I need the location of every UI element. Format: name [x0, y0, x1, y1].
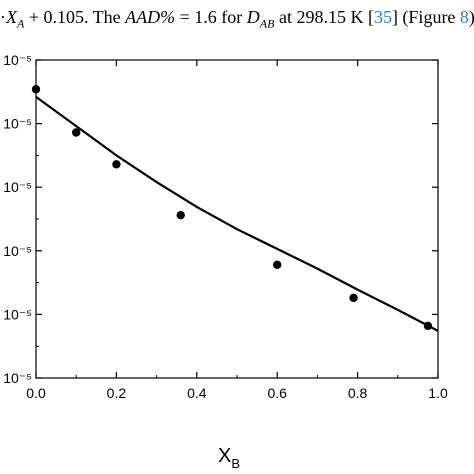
chart-ticks: 0.0 0.2 0.4 0.6 0.8 1.0 10⁻⁵ 10⁻⁵ 10⁻⁵ 10⁻⁵ 10⁻⁵ 10…	[3, 52, 448, 401]
caption-segment[interactable]: 35	[373, 7, 392, 27]
x-tick-label: 0.6	[267, 385, 287, 401]
caption-segment: D	[246, 7, 260, 27]
caption-segment[interactable]: 8	[459, 7, 469, 27]
y-tick-label: 10⁻⁵	[3, 116, 32, 132]
data-point	[176, 210, 185, 220]
caption-segment: AB	[259, 16, 275, 30]
caption-segment: + 0.105. The	[24, 7, 126, 27]
y-tick-label: 10⁻⁵	[3, 243, 32, 259]
data-point	[72, 128, 81, 137]
chart-marks	[31, 85, 439, 332]
data-point	[273, 260, 282, 269]
x-tick-label: 0.0	[26, 385, 46, 401]
x-tick-label: 0.8	[348, 385, 368, 401]
x-tick-label: 0.4	[187, 385, 207, 401]
caption-segment: A	[17, 16, 25, 30]
x-tick-label: 0.2	[107, 385, 127, 401]
caption-segment: at 298.15 K [	[274, 7, 374, 27]
caption-segment: AAD%	[125, 7, 176, 27]
chart-axes	[35, 59, 439, 379]
caption-segment: = 1.6 for	[175, 7, 247, 27]
caption-segment: ] (Figure	[391, 7, 460, 27]
y-tick-label: 10⁻⁵	[3, 306, 32, 322]
fit-curve	[35, 96, 439, 332]
x-axis-label: XB	[218, 445, 240, 471]
plot-frame	[35, 59, 439, 379]
data-point	[112, 160, 121, 169]
y-tick-label: 10⁻⁵	[3, 179, 32, 195]
data-point	[349, 293, 358, 303]
data-point	[31, 85, 41, 94]
y-tick-label: 10⁻⁵	[3, 52, 32, 68]
x-tick-label: 1.0	[428, 385, 448, 401]
caption-segment: X	[6, 7, 17, 27]
y-tick-label: 10⁻⁵	[3, 370, 32, 386]
caption-segment: ).	[469, 7, 474, 27]
figure-caption: ·XA + 0.105. The AAD% = 1.6 for DAB at 2…	[0, 4, 474, 30]
caption-segment: ·	[0, 7, 6, 27]
